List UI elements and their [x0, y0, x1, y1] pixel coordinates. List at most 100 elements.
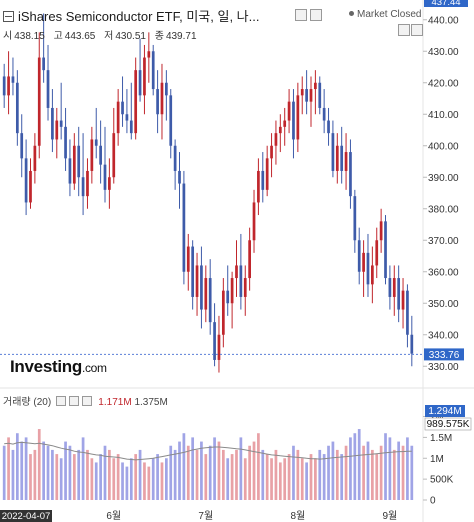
candle-body	[160, 82, 164, 115]
volume-bar	[392, 449, 396, 500]
candle-body	[195, 265, 199, 297]
settings-icon-volume[interactable]	[68, 396, 79, 406]
candle-body	[7, 76, 10, 96]
candle-body	[287, 101, 291, 121]
price-tick-label: 370.00	[428, 236, 459, 247]
volume-bar	[331, 441, 335, 500]
volume-bar	[322, 454, 326, 500]
candle-body	[29, 170, 32, 203]
candle-body	[182, 183, 186, 272]
candle-body	[103, 164, 107, 190]
settings-icon[interactable]	[310, 9, 322, 21]
volume-value: 1.171M	[98, 397, 132, 408]
candle-body	[375, 240, 379, 266]
volume-bar	[51, 449, 54, 500]
copy-icon[interactable]	[398, 24, 410, 36]
volume-bar	[335, 449, 339, 500]
volume-bar	[55, 454, 59, 500]
candle-body	[300, 89, 304, 96]
price-tick-label: 400.00	[428, 141, 459, 152]
eye-icon[interactable]	[295, 9, 307, 21]
volume-bar	[375, 454, 379, 500]
candle-body	[51, 107, 54, 140]
volume-bar	[37, 429, 41, 500]
candle-body	[64, 126, 67, 159]
price-tick-label: 430.00	[428, 47, 459, 58]
candle-body	[15, 82, 19, 134]
volume-bar	[125, 466, 129, 500]
volume-bar	[116, 454, 120, 500]
eye-icon-volume[interactable]	[55, 396, 66, 406]
volume-bar	[204, 454, 208, 500]
candle-body	[322, 107, 326, 121]
volume-bar	[160, 462, 164, 500]
logo-name: Investing	[10, 357, 82, 376]
volume-tick-label: 1.5M	[430, 433, 452, 444]
x-tick-label: 7월	[198, 510, 213, 522]
high-value: 443.65	[64, 31, 96, 42]
candle-body	[221, 290, 225, 335]
volume-bar	[77, 449, 81, 500]
candles-group	[2, 13, 414, 373]
market-status-text: Market Closed	[357, 9, 422, 20]
close-icon-volume[interactable]	[81, 396, 92, 406]
volume-bar	[24, 437, 28, 500]
volume-bar	[143, 462, 146, 500]
candle-body	[278, 126, 282, 134]
volume-bar	[178, 441, 181, 500]
x-axis: 5월6월7월8월9월	[14, 510, 397, 522]
open-value: 438.15	[14, 31, 45, 42]
candle-body	[156, 89, 159, 115]
candle-body	[265, 158, 269, 190]
candle-body	[204, 278, 208, 310]
candle-body	[371, 265, 374, 285]
volume-bar	[129, 458, 133, 500]
volume-bar	[257, 433, 260, 500]
candle-body	[388, 278, 392, 297]
volume-bar	[165, 458, 168, 500]
candle-body	[20, 133, 24, 159]
candle-body	[37, 57, 41, 146]
volume-bar	[226, 458, 230, 500]
candle-body	[121, 101, 124, 115]
volume-bar	[296, 449, 300, 500]
candle-body	[208, 278, 212, 323]
x-tick-label: 9월	[383, 510, 398, 522]
volume-bar	[42, 441, 45, 500]
volume-bar	[353, 433, 357, 500]
candle-body	[384, 221, 387, 279]
price-tick-label: 360.00	[428, 267, 459, 278]
candle-body	[90, 139, 94, 171]
volume-bar	[64, 441, 67, 500]
x-tick-label: 6월	[106, 510, 121, 522]
volume-bar	[208, 445, 212, 500]
volume-bar	[252, 441, 256, 500]
candle-body	[243, 278, 247, 297]
volume-bar	[186, 445, 190, 500]
volume-bar	[112, 458, 116, 500]
candle-body	[108, 177, 111, 190]
volume-bar	[138, 449, 142, 500]
candle-body	[379, 221, 383, 241]
volume-bar	[59, 458, 63, 500]
volume-bar	[265, 454, 269, 500]
volume-ma-line	[4, 441, 412, 461]
volume-bar	[371, 449, 374, 500]
candle-body	[327, 120, 330, 134]
price-axis: 330.00 340.00 350.00 360.00 370.00 380.00 390.…	[423, 15, 459, 373]
candle-body	[59, 120, 63, 127]
price-tick-label: 440.00	[428, 15, 459, 26]
collapse-icon[interactable]	[3, 11, 14, 22]
volume-bar	[283, 458, 287, 500]
volume-bar	[156, 454, 159, 500]
volume-ma-tag-bg	[424, 417, 472, 431]
candle-body	[344, 152, 348, 171]
candle-body	[397, 278, 401, 310]
candle-body	[335, 145, 339, 171]
candle-body	[112, 133, 116, 178]
volume-bar	[72, 454, 76, 500]
candle-body	[86, 170, 89, 197]
settings-icon-2[interactable]	[411, 24, 423, 36]
price-tick-label: 330.00	[428, 362, 459, 373]
